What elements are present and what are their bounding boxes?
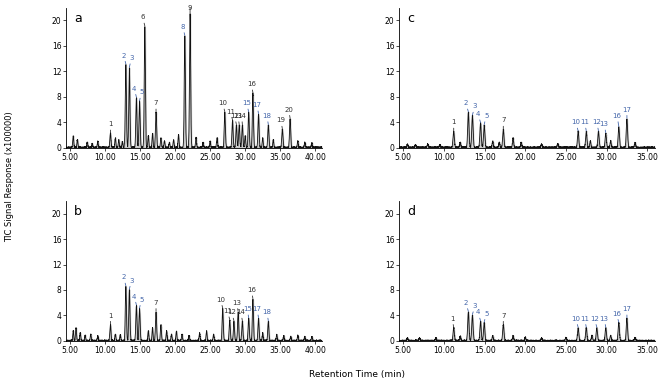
Text: 11: 11 xyxy=(580,316,589,327)
Text: 16: 16 xyxy=(612,113,622,126)
Text: 10: 10 xyxy=(571,119,580,131)
Text: 18: 18 xyxy=(262,309,271,321)
Text: 11: 11 xyxy=(223,308,232,319)
Text: b: b xyxy=(74,205,82,218)
Text: 16: 16 xyxy=(247,81,256,93)
Text: a: a xyxy=(74,12,81,25)
Text: 1: 1 xyxy=(108,313,113,324)
Text: Retention Time (min): Retention Time (min) xyxy=(309,370,406,379)
Text: 3: 3 xyxy=(129,278,134,289)
Text: 7: 7 xyxy=(154,300,158,311)
Text: 13: 13 xyxy=(600,121,608,133)
Text: 5: 5 xyxy=(484,311,489,322)
Text: TIC Signal Response (x100000): TIC Signal Response (x100000) xyxy=(5,111,15,242)
Text: 1: 1 xyxy=(451,119,456,131)
Text: 6: 6 xyxy=(140,15,145,26)
Text: 12: 12 xyxy=(227,309,236,321)
Text: 5: 5 xyxy=(139,297,144,308)
Text: 16: 16 xyxy=(612,311,621,322)
Text: 10: 10 xyxy=(216,297,225,308)
Text: 4: 4 xyxy=(476,309,481,321)
Text: 4: 4 xyxy=(476,111,481,123)
Text: 20: 20 xyxy=(284,106,293,118)
Text: 14: 14 xyxy=(237,113,246,124)
Text: 13: 13 xyxy=(600,316,608,327)
Text: 7: 7 xyxy=(501,118,506,129)
Text: 17: 17 xyxy=(622,106,632,118)
Text: 7: 7 xyxy=(501,313,506,324)
Text: 2: 2 xyxy=(122,52,126,64)
Text: 12: 12 xyxy=(590,316,599,327)
Text: 17: 17 xyxy=(622,306,632,318)
Text: 4: 4 xyxy=(132,293,136,305)
Text: 7: 7 xyxy=(154,100,158,112)
Text: 2: 2 xyxy=(463,300,468,311)
Text: 10: 10 xyxy=(571,316,580,327)
Text: 19: 19 xyxy=(277,118,285,129)
Text: d: d xyxy=(407,205,415,218)
Text: 12: 12 xyxy=(592,119,601,131)
Text: c: c xyxy=(407,12,414,25)
Text: 11: 11 xyxy=(580,119,589,131)
Text: 18: 18 xyxy=(262,113,271,124)
Text: 3: 3 xyxy=(129,55,134,67)
Text: 3: 3 xyxy=(473,103,477,115)
Text: 8: 8 xyxy=(181,24,185,35)
Text: 13: 13 xyxy=(234,113,243,124)
Text: 15: 15 xyxy=(242,100,251,112)
Text: 2: 2 xyxy=(463,100,468,112)
Text: 17: 17 xyxy=(253,102,261,114)
Text: 5: 5 xyxy=(139,90,144,101)
Text: 11: 11 xyxy=(226,108,235,120)
Text: 14: 14 xyxy=(236,309,246,321)
Text: 3: 3 xyxy=(473,303,477,314)
Text: 15: 15 xyxy=(243,306,252,318)
Text: 1: 1 xyxy=(108,121,113,133)
Text: 13: 13 xyxy=(232,300,241,311)
Text: 9: 9 xyxy=(188,5,193,13)
Text: 12: 12 xyxy=(230,113,239,124)
Text: 2: 2 xyxy=(122,274,126,286)
Text: 4: 4 xyxy=(132,86,136,97)
Text: 5: 5 xyxy=(484,113,489,124)
Text: 17: 17 xyxy=(253,306,261,318)
Text: 10: 10 xyxy=(218,100,227,112)
Text: 16: 16 xyxy=(247,287,256,299)
Text: 1: 1 xyxy=(449,316,454,327)
